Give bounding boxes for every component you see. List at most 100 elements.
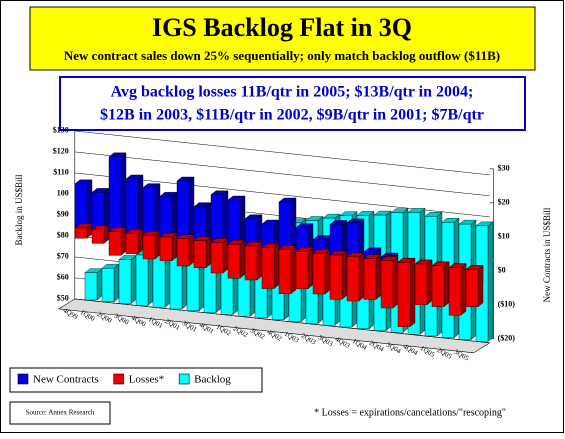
grid-line — [74, 151, 490, 197]
bar-side — [477, 264, 484, 308]
bar-side — [86, 179, 93, 229]
bar — [193, 206, 207, 241]
y-tick-label: $50 — [57, 294, 69, 303]
grid-line — [74, 130, 490, 176]
bar — [363, 258, 377, 300]
source-box — [9, 401, 111, 425]
bar — [448, 267, 462, 316]
annotation: Avg backlog losses 11B/qtr in 2005; $13B… — [111, 84, 474, 101]
bar-side — [154, 183, 161, 236]
bar — [108, 156, 122, 232]
bar-side — [120, 152, 127, 233]
bar — [210, 194, 224, 243]
bar-side — [307, 246, 314, 290]
annotation-box — [59, 76, 526, 131]
bar-side — [358, 252, 365, 302]
bar-side — [256, 241, 263, 281]
y-tick-label: $120 — [53, 147, 69, 156]
bar-side — [137, 174, 144, 234]
bar — [118, 259, 132, 304]
y-tick-label: $110 — [53, 168, 69, 177]
title-box — [29, 6, 536, 71]
y2-axis-label: New Contracts in US$Bill — [542, 207, 552, 302]
bar — [135, 254, 149, 306]
bar-side — [239, 195, 246, 245]
bar-side — [256, 214, 263, 247]
bar — [125, 178, 139, 234]
y2-tick-label: $10 — [498, 232, 510, 241]
y-tick-label: $60 — [57, 273, 69, 282]
bar — [74, 227, 88, 239]
bar-side — [103, 187, 110, 231]
y2-tick-label: $0 — [498, 266, 506, 275]
bar — [278, 201, 292, 250]
legend-label: Losses* — [129, 374, 164, 386]
bar — [101, 268, 115, 303]
bar-side — [137, 228, 144, 255]
bar-side — [426, 259, 433, 306]
y2-tick-label: $20 — [498, 198, 510, 207]
legend-swatch — [178, 373, 190, 385]
y-tick-label: $130 — [53, 126, 69, 135]
y-tick-label: $90 — [57, 210, 69, 219]
bar — [346, 222, 360, 258]
bar-side — [188, 176, 195, 240]
bar — [312, 252, 326, 295]
bar — [91, 192, 105, 230]
bar-side — [96, 268, 103, 301]
bar-side — [188, 234, 195, 267]
legend-swatch — [113, 373, 124, 385]
y-tick-label: $80 — [57, 231, 69, 240]
bar — [210, 242, 224, 274]
subtitle: New contract sales down 25% sequentially… — [64, 48, 500, 63]
bar — [227, 199, 241, 245]
bar — [142, 187, 156, 236]
y2-tick-label: $30 — [498, 164, 510, 173]
chart-title: IGS Backlog Flat in 3Q — [152, 13, 412, 42]
bar-side — [341, 250, 348, 300]
bar-side — [487, 221, 494, 342]
bar-side — [392, 255, 399, 309]
bar-side — [358, 218, 365, 258]
bar-side — [239, 239, 246, 279]
bar — [176, 238, 190, 267]
bar — [397, 262, 411, 328]
bar-side — [222, 190, 229, 243]
bar — [193, 240, 207, 269]
bar — [431, 265, 445, 307]
bar — [74, 183, 88, 229]
bar — [227, 243, 241, 279]
bar — [159, 236, 173, 261]
bar-side — [130, 255, 137, 305]
y-axis-label: Backlog in US$Bill — [14, 174, 24, 246]
bar-side — [409, 257, 416, 328]
y2-tick-label: ($10) — [498, 300, 516, 309]
grid-line — [74, 298, 490, 344]
bar — [176, 180, 190, 239]
annotation: $12B in 2003, $11B/qtr in 2002, $9B/qtr … — [100, 107, 484, 124]
bar — [380, 260, 394, 309]
bar-side — [205, 202, 212, 242]
bar — [329, 224, 343, 256]
y2-tick-label: ($20) — [498, 334, 516, 343]
legend-label: Backlog — [194, 374, 231, 386]
bar-side — [324, 248, 331, 295]
bar-side — [222, 237, 229, 274]
bar — [108, 231, 122, 256]
bar — [261, 247, 275, 289]
footnote: * Losses = expirations/cancelations/"res… — [314, 407, 506, 418]
bar — [295, 251, 309, 289]
bar — [142, 234, 156, 260]
bar-side — [290, 197, 297, 251]
bar — [414, 263, 428, 305]
bar-side — [171, 191, 178, 238]
y-tick-label: 100 — [57, 189, 69, 198]
bar — [329, 254, 343, 300]
source: Source: Annex Research — [26, 409, 95, 417]
bar — [84, 272, 98, 301]
y-tick-label: $70 — [57, 252, 69, 261]
bar-side — [460, 263, 467, 316]
bar — [91, 229, 105, 244]
bar-side — [273, 243, 280, 290]
